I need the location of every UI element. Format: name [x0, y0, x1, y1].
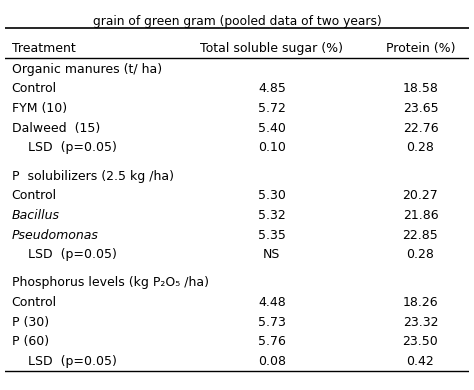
Text: 23.50: 23.50: [402, 335, 438, 348]
Text: 5.76: 5.76: [258, 335, 286, 348]
Text: Phosphorus levels (kg P₂O₅ /ha): Phosphorus levels (kg P₂O₅ /ha): [12, 277, 209, 289]
Text: 23.32: 23.32: [403, 316, 438, 329]
Text: 18.58: 18.58: [402, 82, 438, 96]
Text: 5.32: 5.32: [258, 209, 286, 222]
Text: 22.85: 22.85: [402, 229, 438, 242]
Text: 22.76: 22.76: [403, 122, 438, 135]
Text: Dalweed  (15): Dalweed (15): [12, 122, 100, 135]
Text: Control: Control: [12, 82, 57, 96]
Text: 23.65: 23.65: [403, 102, 438, 115]
Text: LSD  (p=0.05): LSD (p=0.05): [12, 355, 117, 368]
Text: 0.42: 0.42: [407, 355, 434, 368]
Text: P (30): P (30): [12, 316, 49, 329]
Text: 21.86: 21.86: [403, 209, 438, 222]
Text: LSD  (p=0.05): LSD (p=0.05): [12, 142, 117, 154]
Text: Protein (%): Protein (%): [386, 42, 455, 55]
Text: Control: Control: [12, 296, 57, 309]
Text: P (60): P (60): [12, 335, 49, 348]
Text: P  solubilizers (2.5 kg /ha): P solubilizers (2.5 kg /ha): [12, 170, 173, 183]
Text: Organic manures (t/ ha): Organic manures (t/ ha): [12, 63, 162, 76]
Text: 18.26: 18.26: [403, 296, 438, 309]
Text: Control: Control: [12, 189, 57, 202]
Text: LSD  (p=0.05): LSD (p=0.05): [12, 248, 117, 261]
Text: 4.48: 4.48: [258, 296, 286, 309]
Text: Treatment: Treatment: [12, 42, 75, 55]
Text: Total soluble sugar (%): Total soluble sugar (%): [201, 42, 343, 55]
Text: 0.28: 0.28: [407, 248, 435, 261]
Text: 5.72: 5.72: [258, 102, 286, 115]
Text: Bacillus: Bacillus: [12, 209, 60, 222]
Text: 20.27: 20.27: [402, 189, 438, 202]
Text: 5.30: 5.30: [258, 189, 286, 202]
Text: 0.10: 0.10: [258, 142, 286, 154]
Text: NS: NS: [263, 248, 281, 261]
Text: 4.85: 4.85: [258, 82, 286, 96]
Text: 5.73: 5.73: [258, 316, 286, 329]
Text: 5.40: 5.40: [258, 122, 286, 135]
Text: FYM (10): FYM (10): [12, 102, 67, 115]
Text: Pseudomonas: Pseudomonas: [12, 229, 99, 242]
Text: grain of green gram (pooled data of two years): grain of green gram (pooled data of two …: [92, 15, 382, 28]
Text: 0.08: 0.08: [258, 355, 286, 368]
Text: 0.28: 0.28: [407, 142, 435, 154]
Text: 5.35: 5.35: [258, 229, 286, 242]
